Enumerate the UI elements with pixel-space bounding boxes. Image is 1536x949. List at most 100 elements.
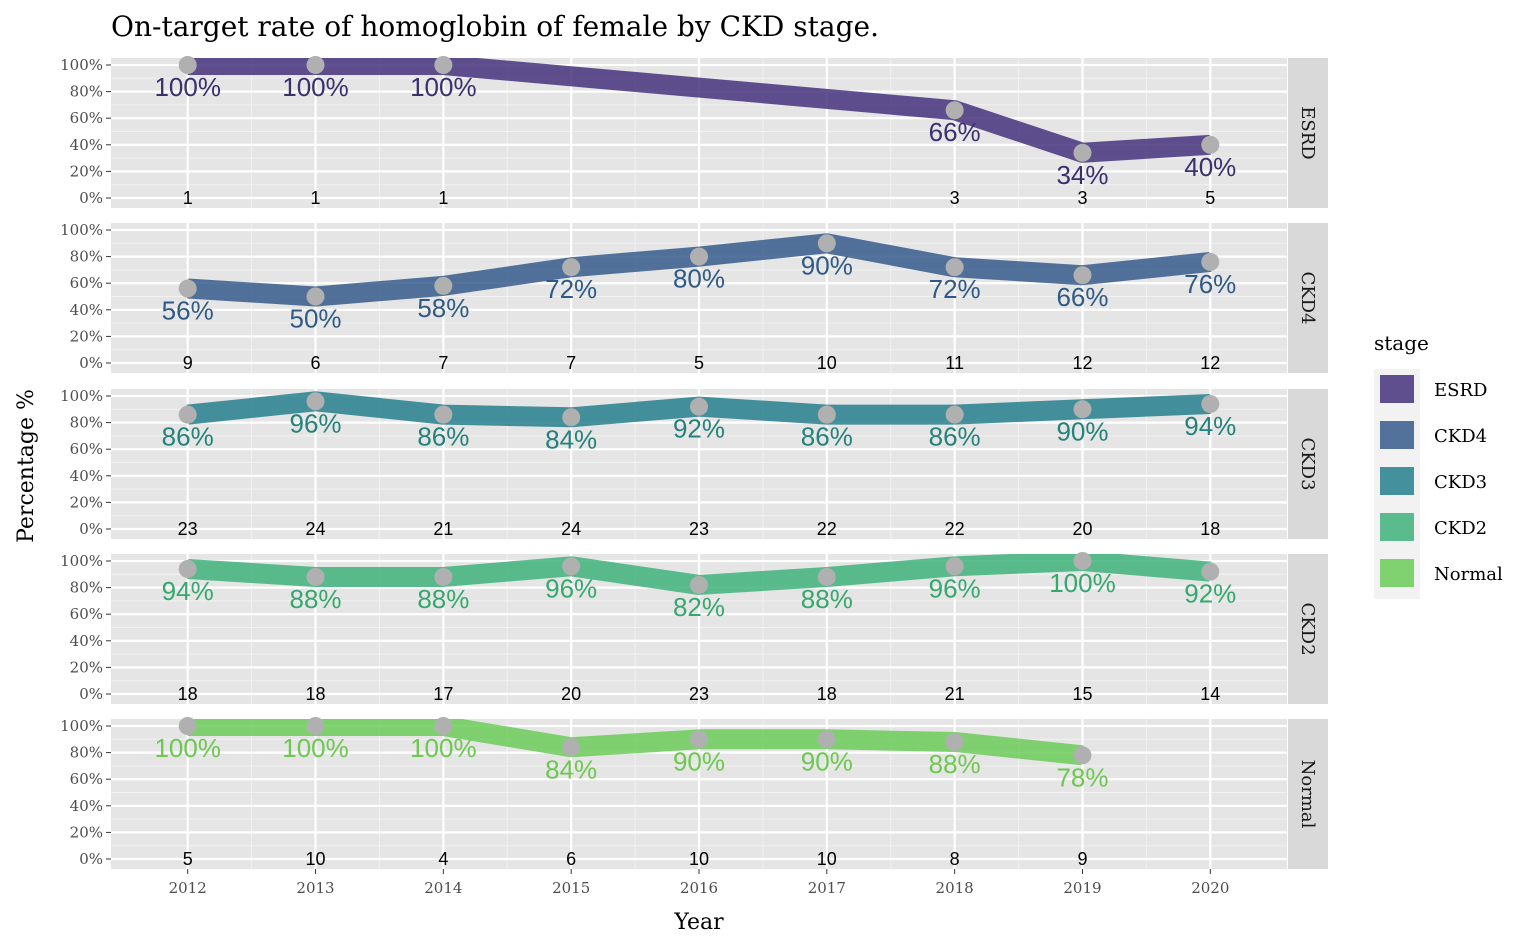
data-label: 100% <box>154 72 221 102</box>
data-point <box>945 732 964 751</box>
data-point <box>562 258 581 277</box>
data-label: 86% <box>929 422 981 452</box>
data-point <box>690 730 708 749</box>
y-tick-label: 60% <box>70 440 103 458</box>
x-tick-label: 2013 <box>296 879 334 897</box>
legend-key-normal <box>1380 559 1414 587</box>
data-point <box>434 276 453 295</box>
data-label: 88% <box>801 584 853 614</box>
y-tick-label: 80% <box>70 414 103 432</box>
y-tick-label: 40% <box>70 467 103 485</box>
data-label: 94% <box>162 576 214 606</box>
chart-panels: 0%20%40%60%80%100%ESRD100%1100%1100%166%… <box>60 56 1328 869</box>
data-label: 100% <box>410 72 477 102</box>
y-tick-label: 0% <box>79 189 103 207</box>
data-label: 100% <box>1049 568 1116 598</box>
data-label: 86% <box>801 422 853 452</box>
count-label: 18 <box>1200 519 1220 539</box>
data-point <box>178 56 197 74</box>
data-label: 100% <box>282 72 349 102</box>
panel-ckd3: 0% 20% 40% 60% 80% 100% CKD3 86% 23 96% 24 86% 21 84%… <box>60 387 1328 539</box>
data-label: 72% <box>929 274 981 304</box>
count-label: 18 <box>306 684 326 704</box>
count-label: 9 <box>183 353 193 373</box>
data-point <box>1201 135 1220 154</box>
data-point <box>178 279 197 298</box>
legend-label-ckd3: CKD3 <box>1434 472 1487 493</box>
x-tick-label: 2015 <box>552 879 590 897</box>
series-line-esrd <box>187 58 1211 163</box>
data-label: 82% <box>673 592 725 622</box>
y-tick-label: 0% <box>79 520 103 538</box>
data-label: 100% <box>410 733 477 763</box>
y-tick-label: 60% <box>70 274 103 292</box>
y-tick-label: 0% <box>79 685 103 703</box>
y-tick-label: 0% <box>79 850 103 868</box>
data-label: 94% <box>1184 411 1236 441</box>
x-tick-label: 2012 <box>169 879 207 897</box>
count-label: 3 <box>1077 188 1087 208</box>
panel-esrd: 0% 20% 40% 60% 80% 100% ESRD 100% 1 100% 1 100% 1 66%… <box>60 56 1328 208</box>
legend-key-ckd2 <box>1380 513 1414 541</box>
data-point <box>306 717 325 735</box>
facet-strip-label: ESRD <box>1297 106 1318 159</box>
panel-ckd2: 0% 20% 40% 60% 80% 100% CKD2 94% 18 88% 18 88% 17 96%… <box>60 552 1328 704</box>
count-label: 1 <box>438 188 448 208</box>
legend-label-ckd4: CKD4 <box>1434 426 1487 447</box>
data-point <box>817 567 836 586</box>
x-tick-label: 2017 <box>808 879 846 897</box>
count-label: 21 <box>433 519 453 539</box>
count-label: 22 <box>945 519 965 539</box>
data-point <box>434 717 453 735</box>
legend-key-esrd <box>1380 375 1414 403</box>
data-label: 80% <box>673 264 725 294</box>
count-label: 5 <box>694 353 704 373</box>
count-label: 23 <box>178 519 198 539</box>
y-tick-label: 40% <box>70 136 103 154</box>
data-point <box>434 405 453 424</box>
count-label: 9 <box>1077 849 1087 869</box>
x-tick-label: 2020 <box>1191 879 1229 897</box>
data-label: 56% <box>162 296 214 326</box>
y-tick-label: 40% <box>70 632 103 650</box>
y-axis-title: Percentage % <box>14 389 39 543</box>
series-line-normal <box>187 719 1084 766</box>
data-label: 58% <box>417 293 469 323</box>
x-axis-title: Year <box>673 910 724 935</box>
count-label: 23 <box>689 684 709 704</box>
data-point <box>306 56 325 74</box>
data-point <box>817 234 836 253</box>
count-label: 12 <box>1072 353 1092 373</box>
y-tick-label: 40% <box>70 301 103 319</box>
y-tick-label: 80% <box>70 744 103 762</box>
data-point <box>690 397 708 416</box>
count-label: 12 <box>1200 353 1220 373</box>
count-label: 7 <box>438 353 448 373</box>
data-label: 90% <box>1056 416 1108 446</box>
y-tick-label: 80% <box>70 579 103 597</box>
data-label: 92% <box>673 414 725 444</box>
data-label: 66% <box>929 117 981 147</box>
y-tick-label: 0% <box>79 354 103 372</box>
panel-normal: 0% 20% 40% 60% 80% 100% Normal 100% 5 100% 10 100% 4… <box>60 717 1328 869</box>
y-tick-label: 60% <box>70 605 103 623</box>
facet-strip-label: Normal <box>1297 760 1318 829</box>
facet-strip <box>1288 554 1328 704</box>
data-label: 92% <box>1184 579 1236 609</box>
data-point <box>945 557 964 576</box>
legend: stage ESRD CKD4 CKD3 CKD2 Normal <box>1374 331 1503 599</box>
count-label: 20 <box>561 684 581 704</box>
data-label: 86% <box>162 422 214 452</box>
data-point <box>562 557 581 576</box>
count-label: 15 <box>1072 684 1092 704</box>
data-label: 100% <box>154 733 221 763</box>
facet-strip-label: CKD4 <box>1297 271 1318 324</box>
count-label: 10 <box>689 849 709 869</box>
data-label: 100% <box>282 733 349 763</box>
data-point <box>1073 143 1092 162</box>
count-label: 5 <box>183 849 193 869</box>
data-label: 90% <box>801 250 853 280</box>
count-label: 7 <box>566 353 576 373</box>
legend-key-ckd4 <box>1380 421 1414 449</box>
legend-label-esrd: ESRD <box>1434 380 1487 401</box>
